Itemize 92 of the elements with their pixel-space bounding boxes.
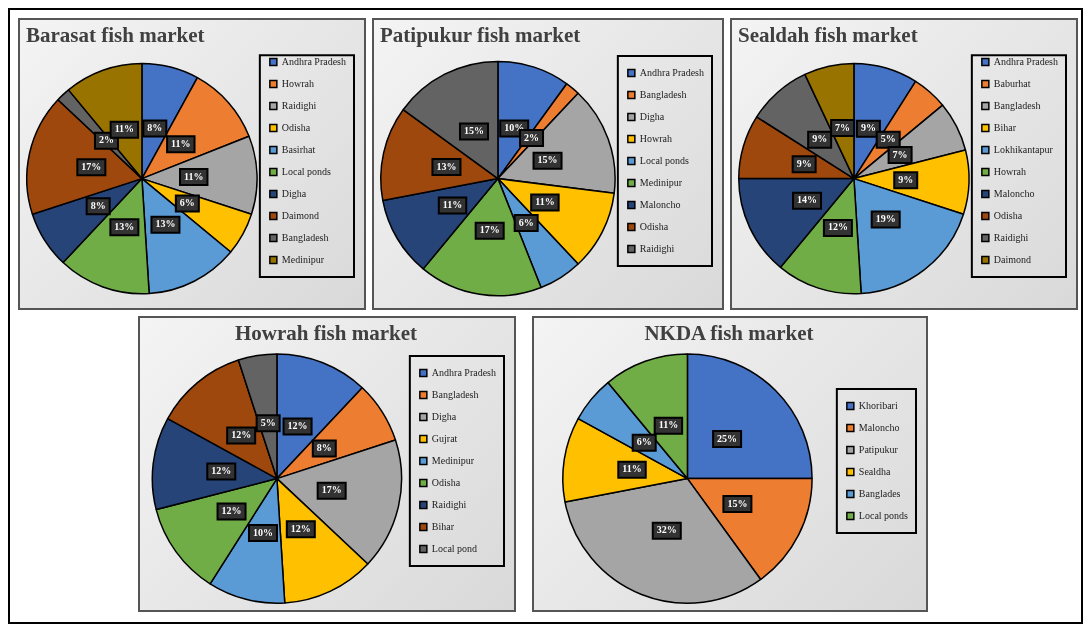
data-label: 11% bbox=[658, 419, 679, 431]
chart-title: Patipukur fish market bbox=[380, 23, 581, 48]
legend-label: Raidighi bbox=[281, 99, 317, 111]
legend-label: Howrah bbox=[281, 77, 315, 89]
legend-label: Bihar bbox=[993, 121, 1017, 133]
data-label: 2% bbox=[98, 134, 114, 146]
legend-label: Maloncho bbox=[639, 198, 681, 210]
data-label: 14% bbox=[797, 194, 818, 206]
legend-label: Raidighi bbox=[431, 498, 467, 510]
legend-label: Andhra Pradesh bbox=[431, 366, 497, 378]
legend-label: Medinipur bbox=[431, 454, 475, 466]
data-label: 6% bbox=[636, 436, 652, 448]
legend-label: Odisha bbox=[431, 476, 461, 488]
legend-label: Andhra Pradesh bbox=[993, 55, 1059, 67]
data-label: 11% bbox=[171, 137, 191, 149]
data-label: 11% bbox=[184, 170, 204, 182]
data-label: 9% bbox=[898, 173, 914, 185]
data-label: 13% bbox=[155, 218, 176, 230]
legend-label: Odisha bbox=[281, 121, 311, 133]
chart-title: Sealdah fish market bbox=[738, 23, 918, 48]
legend-label: Odisha bbox=[639, 220, 669, 232]
legend-label: Local ponds bbox=[281, 165, 332, 177]
legend-label: Howrah bbox=[993, 165, 1027, 177]
chart-title: Howrah fish market bbox=[235, 321, 417, 346]
legend-label: Howrah bbox=[639, 132, 673, 144]
legend-label: Local ponds bbox=[639, 154, 690, 166]
data-label: 32% bbox=[656, 524, 677, 536]
legend-label: Lokhikantapur bbox=[993, 143, 1054, 155]
legend-label: Maloncho bbox=[858, 421, 900, 433]
legend-label: Bangladesh bbox=[993, 99, 1041, 111]
legend-label: Bihar bbox=[431, 520, 455, 532]
legend-label: Gujrat bbox=[431, 432, 458, 444]
legend-label: Maloncho bbox=[993, 187, 1035, 199]
data-label: 7% bbox=[892, 148, 908, 160]
data-label: 11% bbox=[535, 196, 555, 208]
data-label: 12% bbox=[211, 465, 232, 477]
data-label: 9% bbox=[796, 157, 812, 169]
data-label: 9% bbox=[860, 122, 876, 134]
data-label: 7% bbox=[835, 121, 851, 133]
legend-label: Andhra Pradesh bbox=[639, 66, 705, 78]
legend-label: Basirhat bbox=[281, 143, 316, 155]
data-label: 12% bbox=[827, 221, 848, 233]
data-label: 6% bbox=[518, 216, 534, 228]
legend-label: Odisha bbox=[993, 209, 1023, 221]
legend-label: Digha bbox=[431, 410, 457, 422]
legend-label: Sealdha bbox=[858, 465, 892, 477]
data-label: 25% bbox=[717, 432, 738, 444]
data-label: 11% bbox=[114, 123, 135, 135]
chart-title: NKDA fish market bbox=[644, 321, 814, 346]
data-label: 8% bbox=[90, 199, 106, 211]
legend-label: Raidighi bbox=[639, 242, 675, 254]
legend-label: Raidighi bbox=[993, 231, 1029, 243]
data-label: 17% bbox=[321, 484, 342, 496]
data-label: 8% bbox=[147, 121, 163, 133]
legend-label: Patipukur bbox=[858, 443, 899, 455]
data-label: 12% bbox=[221, 505, 242, 517]
legend-label: Digha bbox=[281, 187, 307, 199]
legend-label: Khoribari bbox=[858, 399, 898, 411]
data-label: 10% bbox=[252, 526, 273, 538]
data-label: 11% bbox=[442, 199, 463, 211]
legend-label: Banglades bbox=[858, 487, 901, 499]
data-label: 12% bbox=[287, 420, 308, 432]
legend-label: Daimond bbox=[993, 253, 1032, 265]
data-label: 8% bbox=[316, 442, 332, 454]
data-label: 15% bbox=[727, 497, 748, 509]
legend-label: Medinipur bbox=[639, 176, 683, 188]
data-label: 15% bbox=[537, 154, 558, 166]
data-label: 6% bbox=[179, 197, 195, 209]
data-label: 5% bbox=[880, 133, 896, 145]
legend-label: Digha bbox=[639, 110, 665, 122]
data-label: 13% bbox=[114, 220, 135, 232]
legend-label: Bangladesh bbox=[281, 231, 329, 243]
data-label: 12% bbox=[231, 428, 252, 440]
data-label: 19% bbox=[875, 213, 896, 225]
chart-title: Barasat fish market bbox=[26, 23, 205, 48]
legend-label: Local pond bbox=[431, 542, 478, 554]
legend-label: Daimond bbox=[281, 209, 320, 221]
data-label: 2% bbox=[524, 131, 540, 143]
legend-label: Local ponds bbox=[858, 509, 909, 521]
legend-label: Bangladesh bbox=[431, 388, 479, 400]
legend-label: Baburhat bbox=[993, 77, 1031, 89]
legend-label: Medinipur bbox=[281, 253, 325, 265]
data-label: 15% bbox=[463, 125, 484, 137]
legend-label: Bangladesh bbox=[639, 88, 687, 100]
data-label: 5% bbox=[260, 416, 276, 428]
data-label: 11% bbox=[622, 463, 642, 475]
data-label: 12% bbox=[290, 522, 311, 534]
data-label: 13% bbox=[436, 160, 457, 172]
legend-label: Andhra Pradesh bbox=[281, 55, 347, 67]
data-label: 17% bbox=[81, 160, 102, 172]
data-label: 17% bbox=[479, 224, 500, 236]
data-label: 9% bbox=[812, 133, 828, 145]
